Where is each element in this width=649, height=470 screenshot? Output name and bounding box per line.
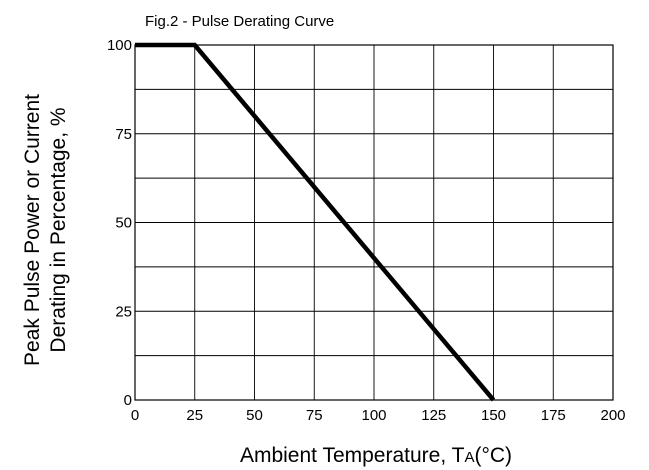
- y-axis-title-line-1: Peak Pulse Power or Current: [21, 94, 44, 366]
- plot-frame: [134, 44, 614, 401]
- y-tick-label: 50: [115, 215, 132, 232]
- x-tick-label: 200: [600, 407, 625, 424]
- y-axis-title: Peak Pulse Power or Current Derating in …: [21, 94, 70, 366]
- x-tick-label: 100: [361, 407, 386, 424]
- x-axis-title-unit: (°C): [474, 444, 512, 467]
- x-tick-label: 125: [421, 407, 446, 424]
- x-tick-label: 25: [186, 407, 203, 424]
- x-tick-label: 150: [481, 407, 506, 424]
- x-axis-title-subscript: A: [464, 449, 474, 466]
- y-tick-label: 100: [107, 37, 132, 54]
- y-axis-title-line-2: Derating in Percentage, %: [47, 107, 70, 352]
- x-axis-title-text: Ambient Temperature, T: [240, 444, 465, 467]
- x-tick-label: 75: [306, 407, 323, 424]
- y-tick-label: 75: [115, 126, 132, 143]
- x-axis-title: Ambient Temperature, TA(°C): [240, 444, 512, 467]
- y-tick-label: 0: [124, 392, 132, 409]
- x-tick-label: 0: [131, 407, 139, 424]
- chart-title: Fig.2 - Pulse Derating Curve: [145, 13, 334, 30]
- x-tick-label: 175: [541, 407, 566, 424]
- x-tick-label: 50: [246, 407, 263, 424]
- tick-labels: 0 25 50 75 100 125 150 175 200 0 25 50 75 100: [107, 37, 626, 424]
- grid: [134, 44, 614, 401]
- y-tick-label: 25: [115, 303, 132, 320]
